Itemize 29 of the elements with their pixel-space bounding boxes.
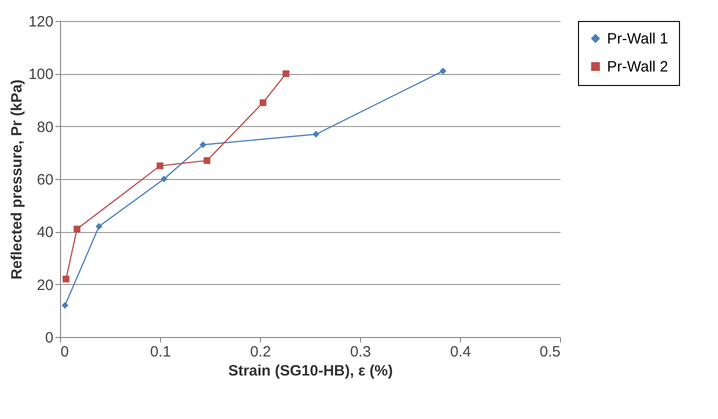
point bbox=[62, 276, 70, 282]
y-tick-label: 80 bbox=[36, 118, 54, 136]
y-tick-label: 120 bbox=[28, 14, 54, 30]
x-tick-label: 0.1 bbox=[150, 344, 171, 360]
point bbox=[156, 162, 164, 170]
point bbox=[96, 223, 102, 230]
point bbox=[260, 99, 266, 106]
y-tick-label: 100 bbox=[28, 66, 54, 84]
x-tick-label: 0.3 bbox=[350, 344, 371, 360]
point bbox=[200, 141, 206, 148]
y-tick-label: 20 bbox=[36, 276, 54, 294]
point bbox=[204, 157, 210, 164]
point bbox=[440, 68, 446, 74]
point bbox=[74, 226, 80, 232]
x-axis-title: Strain (SG10-HB), ε (%) bbox=[228, 362, 393, 380]
y-axis-title: Reflected pressure, Pr (kPa) bbox=[8, 79, 26, 280]
y-tick-label: 40 bbox=[36, 224, 54, 242]
point bbox=[312, 130, 320, 138]
x-tick-label: 0.2 bbox=[250, 344, 271, 360]
y-tick-label: 60 bbox=[36, 172, 54, 188]
point bbox=[282, 70, 290, 78]
y-tick-label: 0 bbox=[45, 330, 54, 346]
legend-label: Pr-Wall 1 bbox=[607, 30, 668, 48]
x-tick-label: 0 bbox=[60, 344, 69, 360]
point bbox=[62, 302, 68, 309]
x-tick-label: 0.5 bbox=[540, 344, 560, 360]
point bbox=[160, 176, 168, 182]
x-tick-label: 0.4 bbox=[450, 344, 471, 360]
legend-label: Pr-Wall 2 bbox=[607, 58, 668, 76]
